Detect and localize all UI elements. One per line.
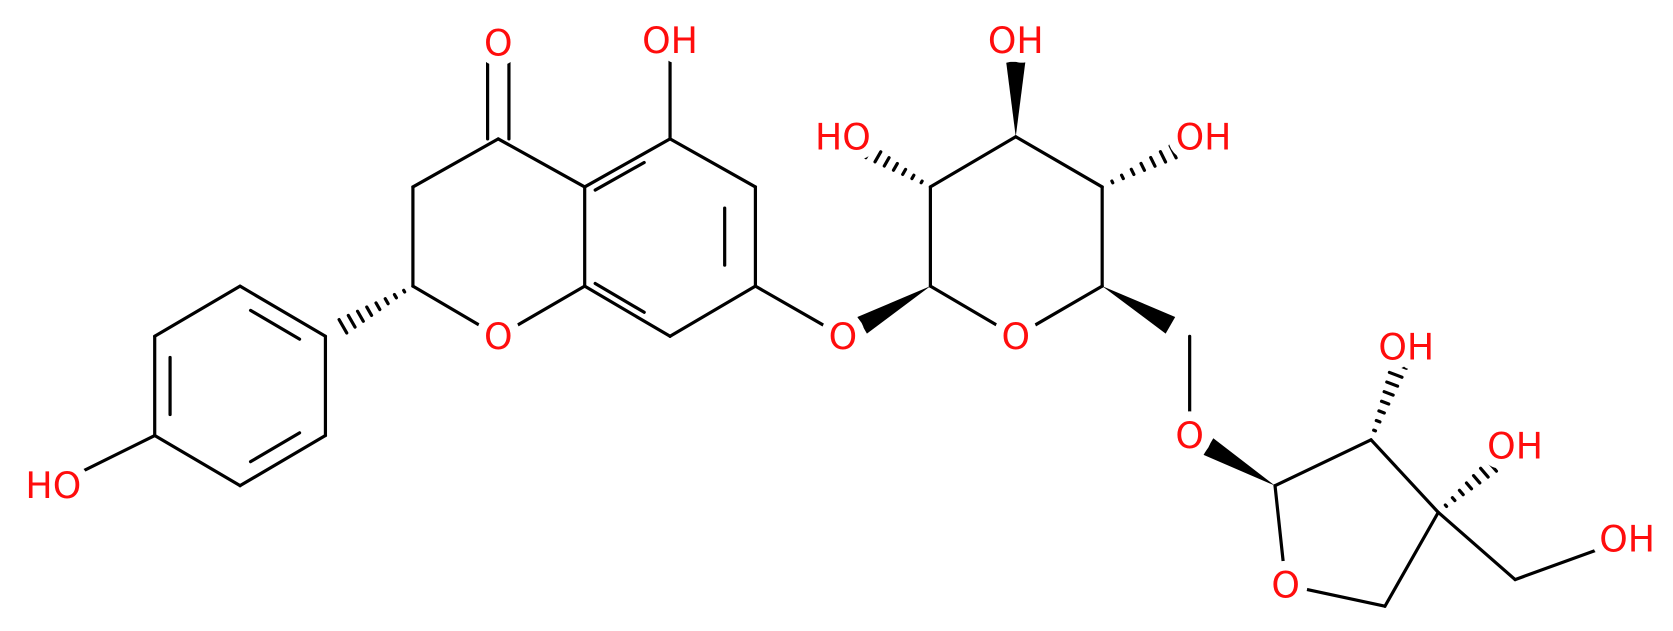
- hash-bond: [1158, 150, 1168, 164]
- atom-label: OH: [1176, 115, 1232, 158]
- hash-bond: [854, 138, 866, 156]
- bond: [928, 135, 1018, 189]
- hash-bond: [1387, 370, 1404, 379]
- hash-bond: [1129, 167, 1136, 177]
- atom-label: OH: [1599, 518, 1655, 561]
- bond: [51, 433, 157, 488]
- atom-label: O: [1271, 563, 1300, 606]
- hash-bond: [392, 292, 398, 300]
- hash-bond: [1471, 474, 1482, 485]
- bond: [668, 137, 758, 189]
- hash-bond: [1486, 459, 1499, 473]
- hash-bond: [1168, 144, 1178, 160]
- bond: [593, 281, 646, 314]
- bonds: [51, 39, 1629, 608]
- hash-bond: [901, 167, 908, 176]
- hash-bond: [1443, 503, 1449, 509]
- bond: [1436, 510, 1517, 582]
- bond: [583, 284, 672, 338]
- hash-bond: [346, 313, 357, 329]
- atom-label: OH: [642, 19, 698, 62]
- hash-bond: [1385, 380, 1400, 388]
- hash-bond: [365, 305, 374, 317]
- bond: [248, 431, 302, 464]
- bond: [928, 284, 1018, 338]
- atom-label: OH: [1378, 325, 1434, 368]
- hash-bond: [1119, 173, 1125, 181]
- bond: [1273, 484, 1288, 587]
- hash-bond: [1493, 452, 1507, 467]
- bond: [153, 433, 242, 488]
- atom-label: O: [484, 315, 513, 358]
- atom-label: OH: [988, 19, 1044, 62]
- hash-bond: [1464, 481, 1474, 491]
- bond: [1284, 583, 1387, 608]
- bond: [1014, 135, 1104, 189]
- hash-bond: [1450, 496, 1457, 503]
- hash-bond: [1390, 361, 1409, 370]
- bond: [1513, 537, 1629, 582]
- hash-bond: [1149, 155, 1157, 168]
- hash-bond: [1377, 409, 1386, 415]
- bond: [1383, 510, 1440, 608]
- hash-bond: [1479, 466, 1490, 479]
- atom-label: HO: [25, 464, 81, 507]
- atom-label: HO: [815, 115, 871, 158]
- wedge-bond: [1102, 286, 1176, 334]
- bond: [238, 433, 328, 488]
- bond: [1014, 284, 1104, 338]
- hash-bond: [383, 297, 390, 306]
- wedge-bond: [1203, 438, 1276, 486]
- wedge-bond: [1006, 61, 1026, 137]
- hash-bond: [919, 179, 924, 185]
- hash-bond: [1139, 161, 1147, 172]
- hash-bond: [1374, 418, 1382, 424]
- hash-bond: [337, 318, 349, 335]
- atom-label: O: [484, 21, 513, 64]
- bond: [583, 137, 672, 189]
- bond: [496, 284, 587, 338]
- atom-label: O: [1175, 414, 1204, 457]
- hash-bond: [402, 288, 407, 294]
- bond: [496, 137, 587, 189]
- bond: [411, 284, 500, 338]
- hash-bond: [1382, 390, 1395, 397]
- hash-bond: [882, 156, 891, 168]
- bond: [411, 137, 500, 189]
- hash-bond: [873, 150, 883, 164]
- hash-bond: [1178, 138, 1189, 156]
- hash-bond: [1110, 179, 1115, 185]
- hash-bond: [910, 173, 916, 181]
- bond: [248, 308, 302, 341]
- bond: [593, 160, 646, 192]
- bond: [1369, 438, 1440, 514]
- bond: [1273, 438, 1373, 488]
- atom-label: OH: [1487, 425, 1543, 468]
- atom-label: O: [1001, 315, 1030, 358]
- hash-bond: [1372, 428, 1378, 433]
- hash-bond: [1379, 399, 1391, 406]
- bond: [153, 284, 242, 338]
- bond: [238, 284, 328, 338]
- bond: [668, 284, 758, 338]
- atom-label: O: [829, 315, 858, 358]
- bond: [753, 284, 845, 338]
- hash-bond: [355, 309, 365, 323]
- wedge-bond: [857, 286, 931, 334]
- hash-bond: [891, 161, 899, 172]
- hash-bond: [374, 301, 382, 312]
- hash-bond: [864, 144, 875, 160]
- hash-bond: [1457, 488, 1465, 497]
